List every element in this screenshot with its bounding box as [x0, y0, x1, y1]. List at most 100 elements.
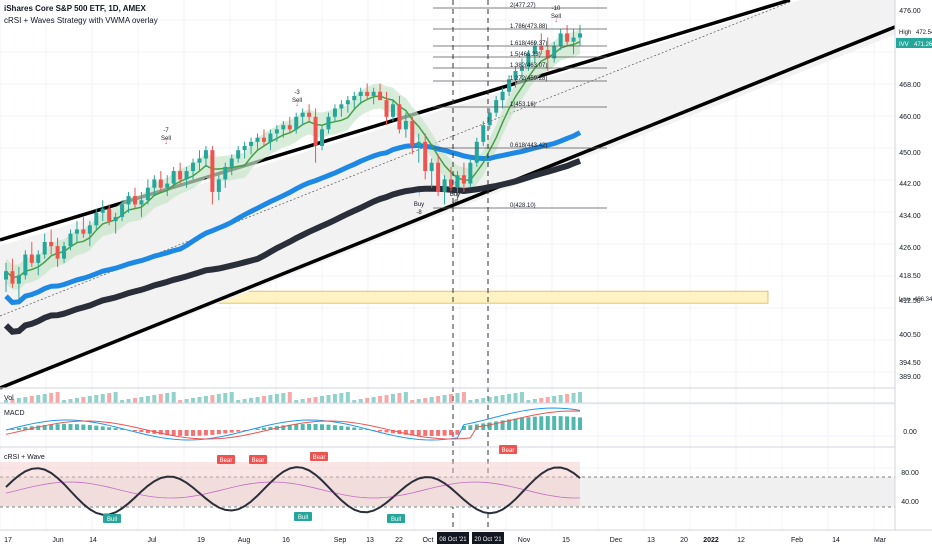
volume-bar [539, 398, 543, 403]
signal-label: Buy [414, 202, 424, 208]
volume-bar [217, 394, 221, 403]
volume-bar [165, 393, 169, 403]
candle-body [365, 92, 369, 96]
volume-bar [533, 399, 537, 403]
candle-body [430, 163, 434, 171]
macd-histogram-bar [578, 417, 582, 430]
macd-histogram-bar [514, 419, 518, 430]
volume-bar [30, 396, 34, 403]
fib-label: 0(428.10) [510, 203, 536, 209]
time-label: Feb [791, 537, 803, 544]
volume-bar [481, 398, 485, 403]
candle-body [49, 242, 53, 246]
candle-body [352, 96, 356, 100]
candle-body [210, 150, 214, 192]
rsi-tag-label: Bull [107, 517, 117, 523]
macd-histogram-bar [223, 430, 227, 433]
macd-histogram-bar [236, 430, 240, 432]
volume-bar [56, 392, 60, 403]
time-label: 20 [680, 537, 688, 544]
candle-body [191, 163, 195, 171]
rsi-tag-label: Bear [252, 458, 265, 464]
candle-body [391, 104, 395, 117]
candle-body [436, 163, 440, 192]
macd-histogram-bar [449, 430, 453, 435]
macd-histogram-bar [256, 429, 260, 430]
price-tick: 442.00 [899, 181, 921, 188]
candle-body [281, 125, 285, 129]
candle-body [75, 229, 79, 233]
signal-label: -3 [294, 90, 300, 96]
macd-histogram-bar [68, 424, 72, 430]
candle-body [23, 254, 27, 275]
candle-body [159, 179, 163, 187]
volume-bar [385, 395, 389, 403]
candle-body [120, 204, 124, 217]
volume-bar [288, 392, 292, 403]
volume-bar [494, 396, 498, 403]
high-label: High [899, 30, 911, 36]
time-label: Oct [423, 537, 434, 544]
signal-arrow: ↓ [164, 137, 168, 146]
macd-histogram-bar [185, 430, 189, 436]
candle-body [204, 150, 208, 158]
candle-body [385, 100, 389, 117]
candle-body [43, 242, 47, 255]
volume-bar [339, 393, 343, 403]
candle-body [81, 229, 85, 233]
signal-arrow: ↓ [554, 15, 558, 24]
low-value: 406.34 [914, 297, 932, 303]
macd-histogram-bar [552, 416, 556, 430]
macd-histogram-bar [314, 424, 318, 430]
macd-tick: 0.00 [903, 429, 917, 436]
price-tick: 468.00 [899, 82, 921, 89]
price-tick: 434.00 [899, 213, 921, 220]
macd-histogram-bar [546, 416, 550, 430]
macd-histogram-bar [17, 428, 21, 430]
macd-histogram-bar [114, 428, 118, 430]
candle-body [565, 33, 569, 41]
candle-body [230, 159, 234, 167]
volume-bar [559, 395, 563, 403]
macd-histogram-bar [81, 425, 85, 430]
macd-histogram-bar [197, 430, 201, 436]
candle-body [462, 175, 466, 183]
symbol-title: iShares Core S&P 500 ETF, 1D, AMEX [4, 4, 146, 13]
macd-histogram-bar [572, 417, 576, 430]
volume-bar [185, 399, 189, 403]
macd-histogram-bar [178, 430, 182, 436]
volume-title: Vol [4, 395, 14, 402]
candle-body [578, 33, 582, 37]
candle-body [62, 246, 66, 259]
macd-histogram-bar [468, 425, 472, 430]
volume-bar [210, 395, 214, 403]
signal-arrow: ↓ [295, 99, 299, 108]
volume-bar [152, 395, 156, 403]
signal-label: -10 [552, 6, 561, 12]
price-axis: 476.00468.00460.00450.00442.00434.00426.… [895, 0, 932, 550]
time-label: Jul [148, 537, 157, 544]
volume-bar [378, 396, 382, 403]
volume-bar [114, 392, 118, 403]
macd-histogram-bar [339, 426, 343, 430]
candle-body [397, 104, 401, 129]
candle-body [256, 138, 260, 142]
macd-histogram-bar [88, 425, 92, 430]
macd-histogram-bar [320, 424, 324, 430]
macd-histogram-bar [565, 416, 569, 430]
time-label: Mar [874, 537, 887, 544]
candle-body [275, 129, 279, 133]
volume-bar [17, 398, 21, 403]
candle-body [217, 179, 221, 192]
rsi-tick: 40.00 [901, 499, 919, 506]
candle-body [294, 117, 298, 130]
volume-bar [23, 397, 27, 403]
high-value: 472.54 [916, 30, 932, 36]
volume-bar [133, 398, 137, 403]
volume-bar [417, 399, 421, 403]
candle-body [359, 92, 363, 96]
time-label: 14 [89, 537, 97, 544]
